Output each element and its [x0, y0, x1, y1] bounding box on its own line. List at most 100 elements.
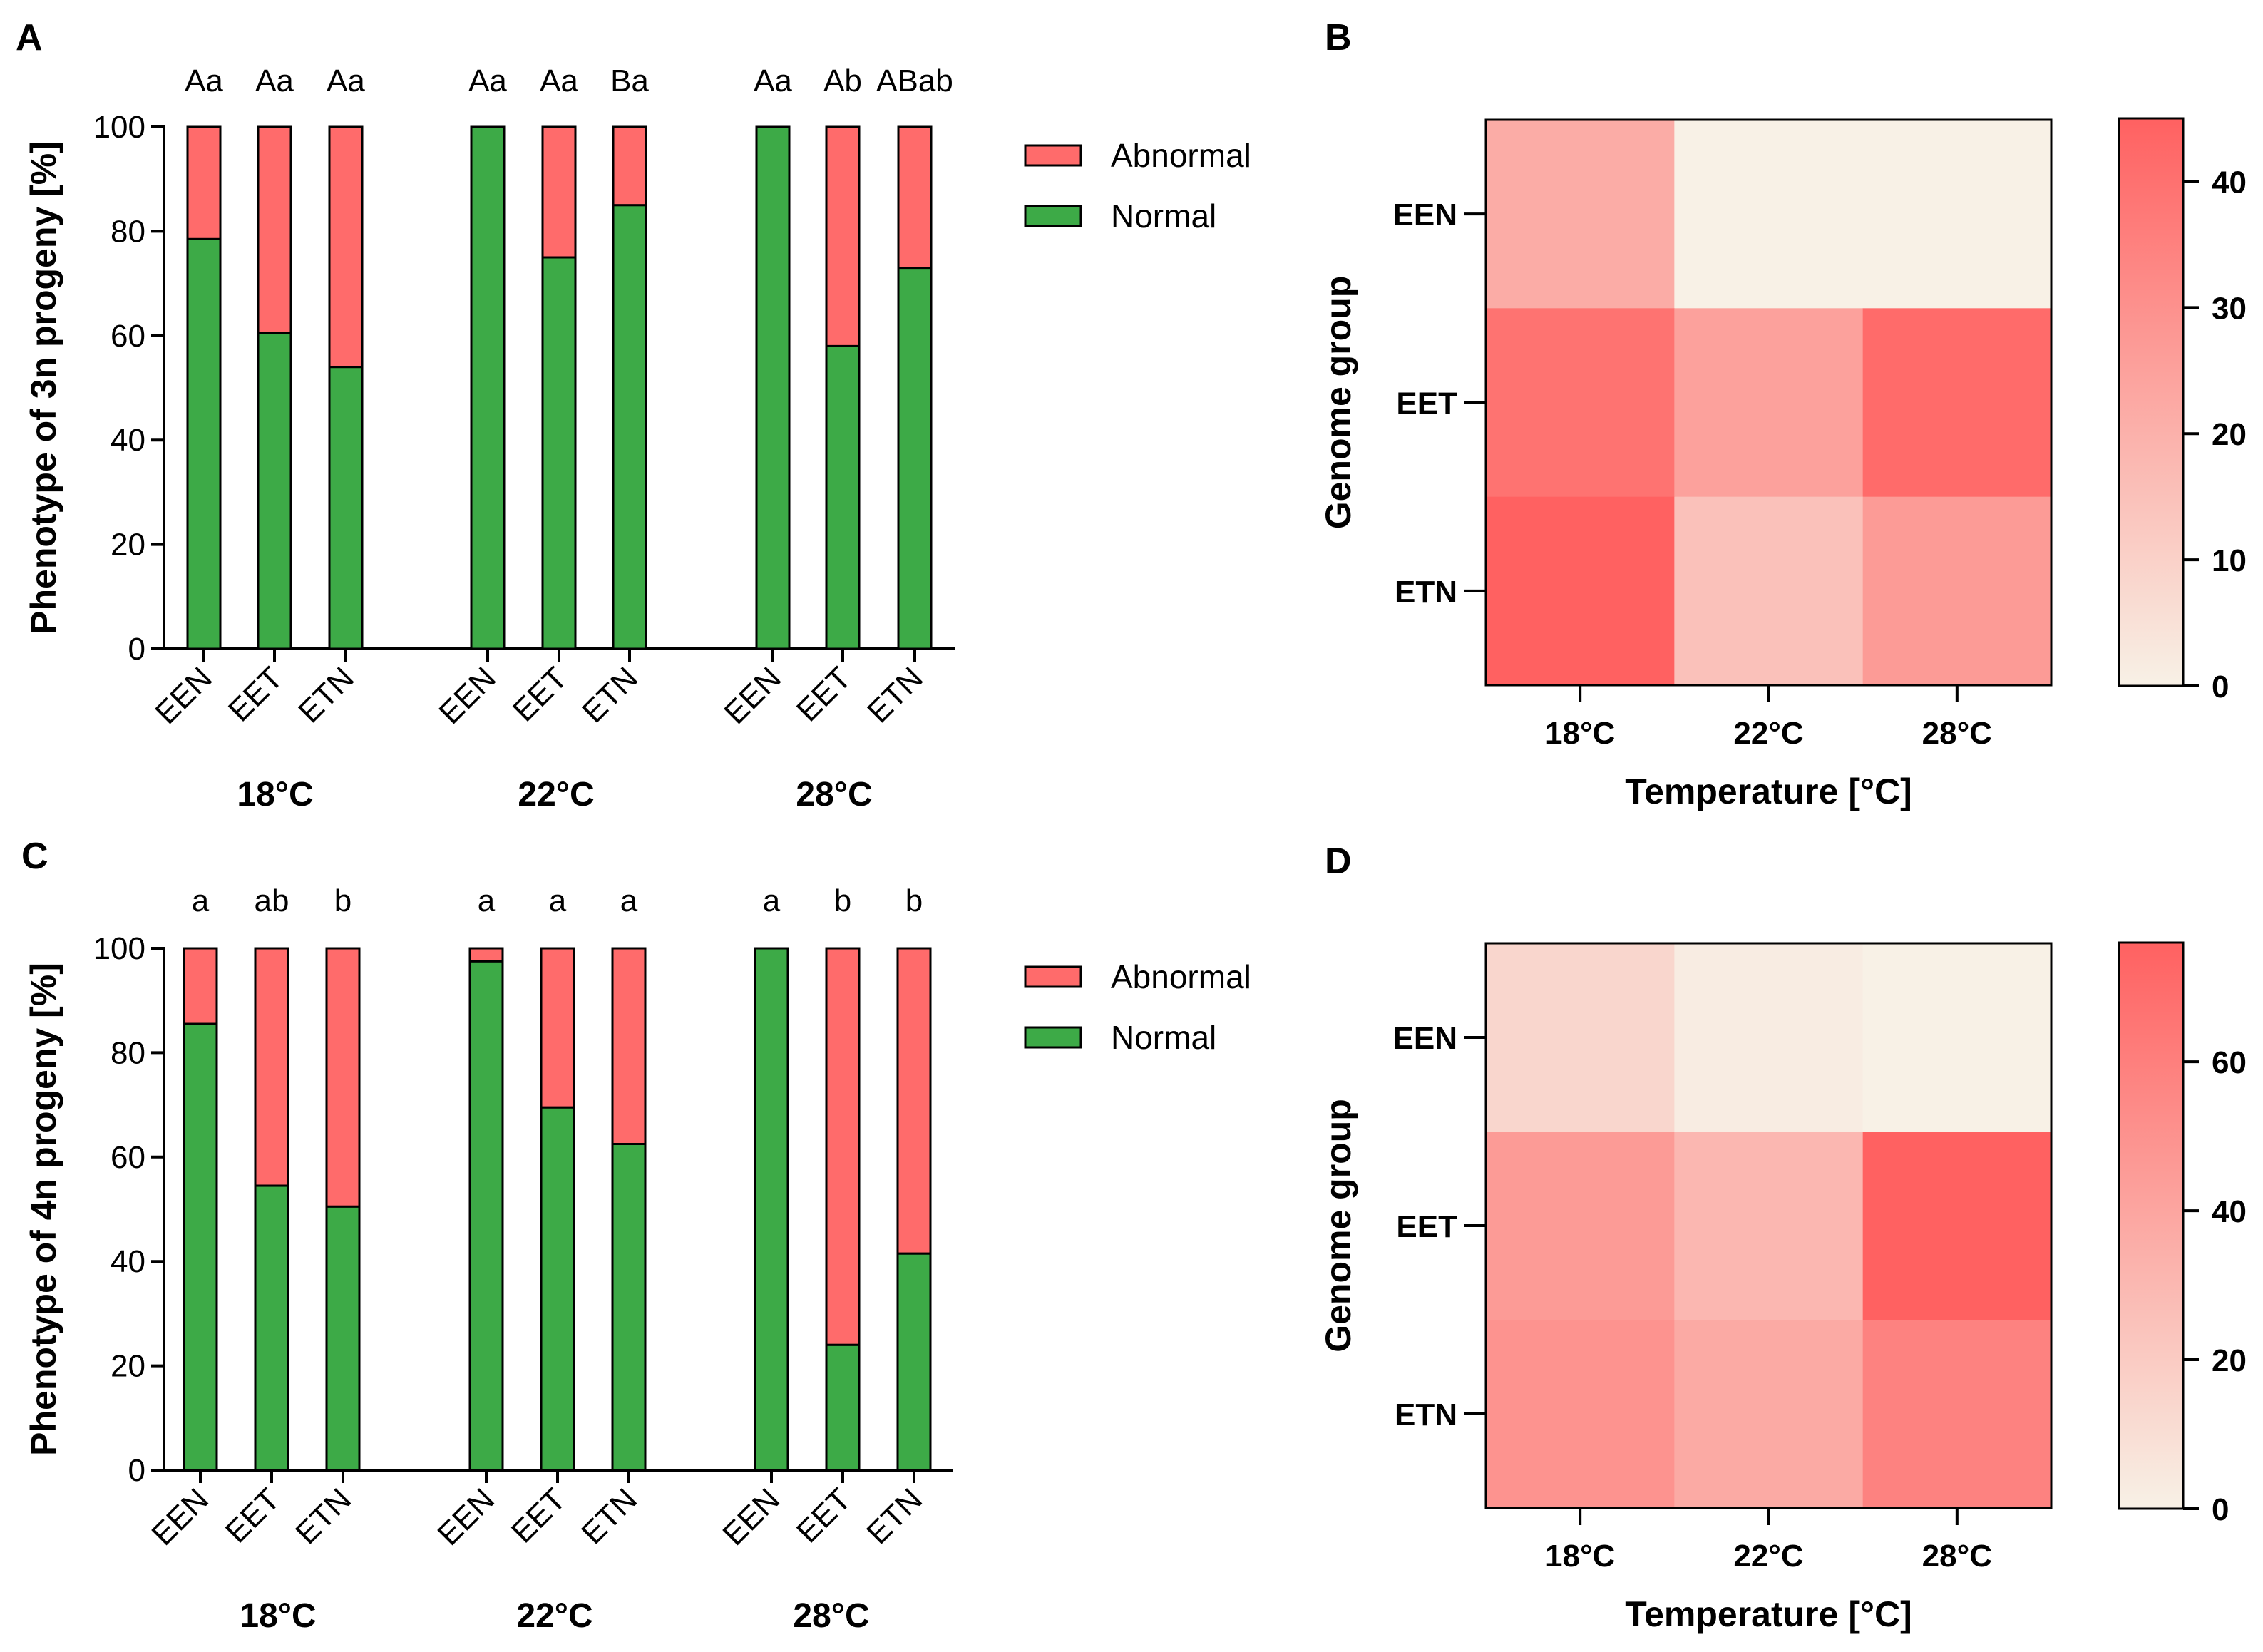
x-tick-label: EEN — [431, 1482, 501, 1552]
heatmap-cell — [1862, 120, 2052, 309]
colorbar-tick-label: 30 — [2212, 291, 2247, 326]
x-tick-label: 22°C — [1733, 716, 1803, 751]
legend-swatch-normal — [1024, 1026, 1082, 1049]
x-tick-label: 22°C — [1733, 1539, 1803, 1574]
x-tick-label: EET — [505, 1482, 573, 1549]
x-tick-label: ETN — [860, 1482, 929, 1551]
heatmap-cell — [1486, 308, 1675, 498]
legend-label-abnormal: Abnormal — [1111, 137, 1251, 174]
legend-label-abnormal: Abnormal — [1111, 958, 1251, 995]
colorbar-tick-label: 40 — [2212, 1194, 2247, 1229]
significance-label: a — [763, 883, 781, 918]
significance-label: a — [620, 883, 638, 918]
x-tick-label: EET — [222, 660, 289, 728]
significance-label: b — [334, 883, 351, 918]
significance-label: b — [905, 883, 923, 918]
y-tick-label: 0 — [128, 1453, 145, 1488]
bar-normal — [825, 1343, 861, 1472]
y-tick-label: 20 — [111, 528, 145, 563]
heatmap-cell — [1862, 1132, 2052, 1320]
x-tick-label: ETN — [861, 660, 930, 729]
significance-label: Aa — [255, 63, 294, 98]
bar-abnormal — [541, 125, 577, 259]
significance-label: Ba — [610, 63, 649, 98]
bar-normal — [183, 1022, 218, 1472]
y-tick-label: 60 — [111, 319, 145, 354]
heatmap-cell — [1486, 943, 1675, 1132]
x-tick-label: EEN — [716, 1482, 786, 1552]
panel-letter: D — [1325, 841, 1352, 882]
significance-label: ab — [255, 883, 289, 918]
panel-letter: A — [16, 17, 43, 58]
y-tick-label: ETN — [1395, 1397, 1457, 1432]
legend-label-normal: Normal — [1111, 1019, 1216, 1056]
heatmap-cell — [1862, 943, 2052, 1132]
bar-normal — [897, 267, 933, 650]
legend-swatch-normal — [1024, 205, 1082, 227]
colorbar-tick-label: 40 — [2212, 165, 2247, 200]
bar-normal — [328, 366, 364, 650]
x-tick-label: ETN — [292, 660, 361, 729]
bar-abnormal — [468, 947, 504, 963]
panel-letter: B — [1325, 17, 1352, 58]
colorbar-tick-label: 20 — [2212, 417, 2247, 452]
x-tick-label: ETN — [575, 660, 645, 729]
heatmap-cell — [1486, 1132, 1675, 1320]
heatmap-cell — [1674, 1320, 1864, 1509]
significance-label: a — [549, 883, 567, 918]
x-tick-label: EET — [506, 660, 574, 728]
bar-abnormal — [254, 947, 289, 1187]
panel-a: A 0 20 40 60 80 100 Phenotype of 3n progeny [%]… — [16, 17, 1251, 814]
bar-abnormal — [183, 947, 218, 1025]
bar-normal — [540, 1106, 575, 1472]
bar-normal — [186, 237, 222, 650]
significance-label: Ab — [823, 63, 862, 98]
bar-abnormal — [825, 947, 861, 1346]
significance-label: Aa — [540, 63, 578, 98]
y-tick-label: ETN — [1395, 575, 1457, 610]
x-axis-title: Temperature [°C] — [1625, 771, 1912, 811]
y-tick-label: 100 — [93, 931, 145, 966]
significance-label: b — [834, 883, 851, 918]
bar-normal — [541, 256, 577, 650]
heatmap-cell — [1862, 1320, 2052, 1509]
y-axis-title: Genome group — [1318, 276, 1358, 530]
bar-normal — [755, 125, 791, 650]
y-tick-label: 80 — [111, 214, 145, 249]
y-tick-label: 60 — [111, 1140, 145, 1175]
heatmap-cell — [1486, 496, 1675, 686]
colorbar — [2118, 941, 2185, 1510]
x-tick-label: EET — [790, 1482, 858, 1549]
legend-swatch-abnormal — [1024, 144, 1082, 167]
colorbar-tick-label: 0 — [2212, 669, 2229, 704]
bar-normal — [612, 204, 647, 650]
bar-normal — [896, 1252, 932, 1472]
colorbar-tick-label: 20 — [2212, 1343, 2247, 1378]
bar-abnormal — [186, 125, 222, 240]
x-tick-label: ETN — [575, 1482, 644, 1551]
y-axis-title: Phenotype of 3n progeny [%] — [24, 141, 63, 635]
heatmap-cell — [1674, 120, 1864, 309]
y-axis-title: Phenotype of 4n progeny [%] — [24, 963, 63, 1456]
x-tick-label: EEN — [145, 1482, 215, 1552]
x-tick-label: EEN — [717, 660, 788, 731]
heatmap-cell — [1862, 496, 2052, 686]
y-tick-label: 80 — [111, 1035, 145, 1070]
significance-label: Aa — [185, 63, 223, 98]
x-tick-label: 18°C — [1545, 716, 1615, 751]
y-tick-label: EEN — [1393, 197, 1457, 232]
significance-label: a — [478, 883, 496, 918]
bar-abnormal — [328, 125, 364, 369]
heatmap-cell — [1674, 496, 1864, 686]
x-tick-label: 28°C — [1922, 1539, 1992, 1574]
group-label: 28°C — [796, 776, 872, 814]
x-tick-label: 28°C — [1922, 716, 1992, 751]
bar-normal — [611, 1143, 647, 1472]
group-label: 22°C — [516, 1597, 592, 1635]
colorbar-tick-label: 10 — [2212, 543, 2247, 578]
bar-abnormal — [611, 947, 647, 1145]
bar-abnormal — [612, 125, 647, 207]
group-label: 18°C — [237, 776, 313, 814]
colorbar-tick-label: 0 — [2212, 1492, 2229, 1527]
